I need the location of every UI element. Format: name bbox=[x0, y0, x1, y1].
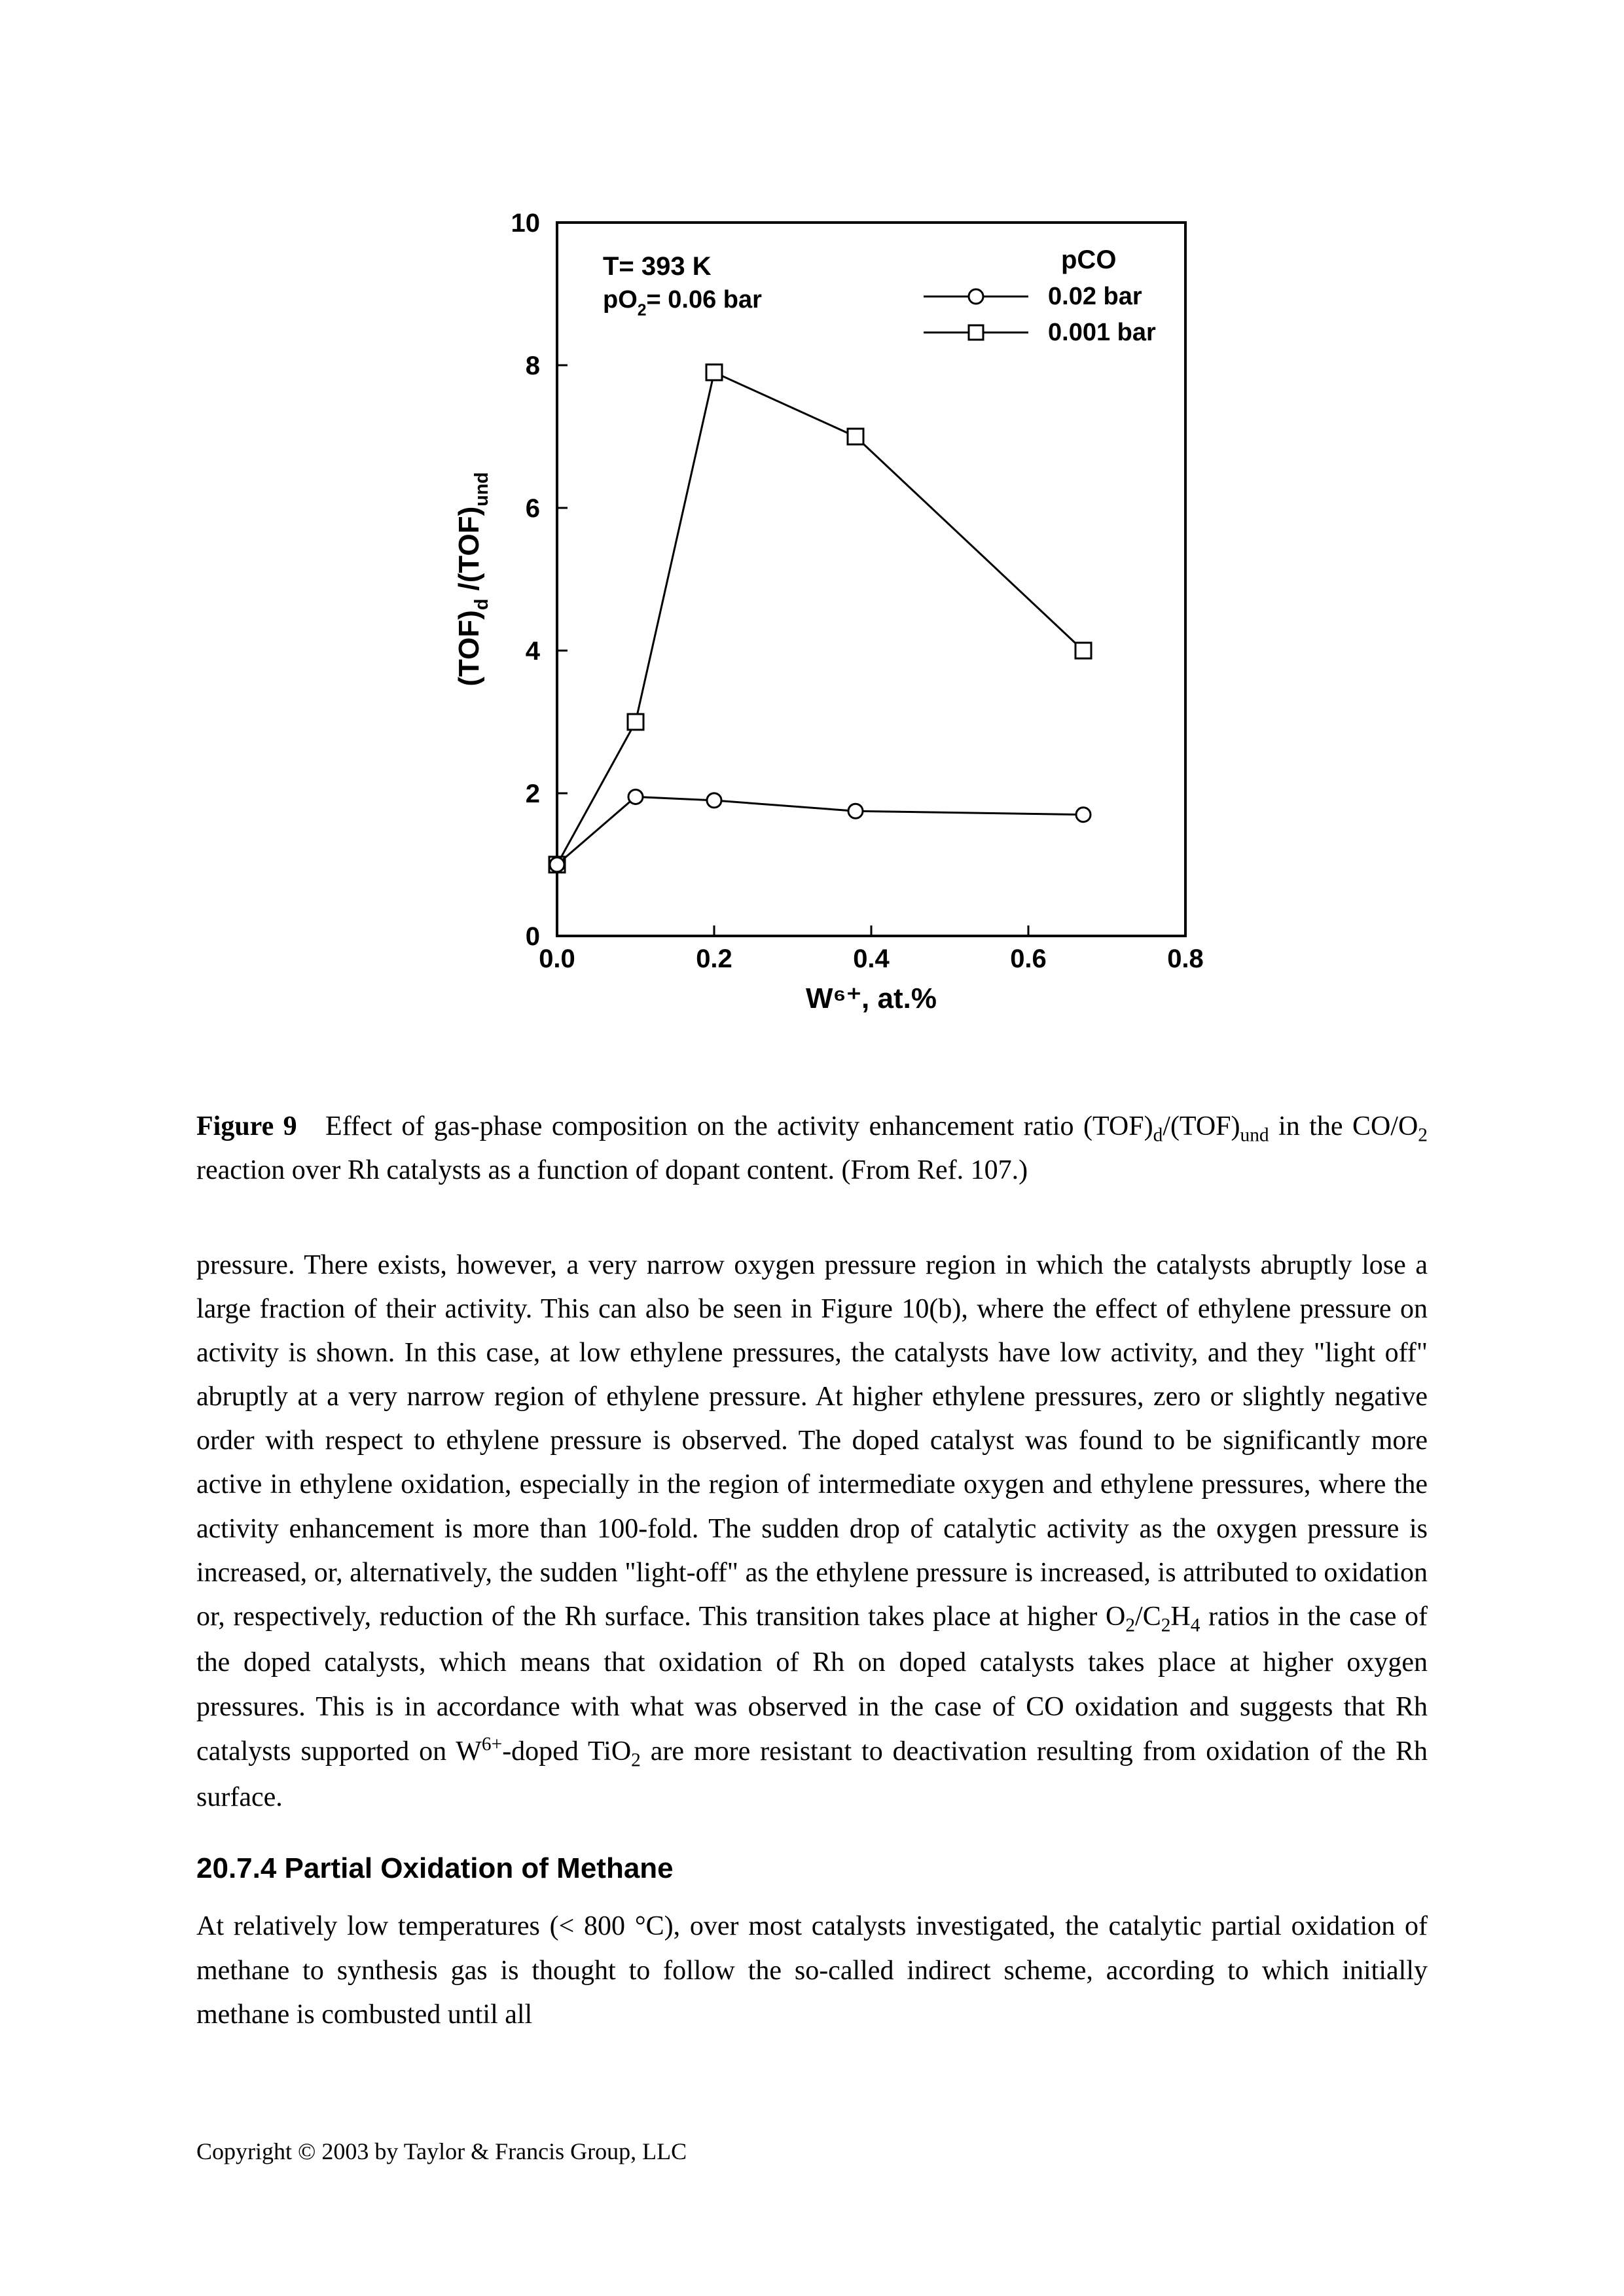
svg-text:2: 2 bbox=[525, 780, 539, 808]
svg-text:0.4: 0.4 bbox=[853, 944, 890, 973]
body1-b: /C bbox=[1135, 1602, 1161, 1632]
caption-text-2: (TOF) bbox=[1170, 1111, 1240, 1141]
body1-sub-h4: 4 bbox=[1191, 1615, 1200, 1636]
body-paragraph-1: pressure. There exists, however, a very … bbox=[196, 1244, 1428, 1820]
body1-sub-c2: 2 bbox=[1161, 1615, 1171, 1636]
chart-svg: 0.0 0.2 0.4 0.6 0.8 0 2 4 6 8 10 W⁶⁺, at.% (TOF)d /(… bbox=[387, 183, 1238, 1067]
svg-text:10: 10 bbox=[511, 209, 540, 238]
svg-text:0.02 bar: 0.02 bar bbox=[1048, 283, 1142, 310]
svg-text:pO2= 0.06 bar: pO2= 0.06 bar bbox=[603, 286, 762, 319]
body1-a: pressure. There exists, however, a very … bbox=[196, 1250, 1428, 1632]
section-heading: 20.7.4 Partial Oxidation of Methane bbox=[196, 1852, 1428, 1885]
body1-sub-tio2: 2 bbox=[631, 1749, 641, 1770]
figure-9: 0.0 0.2 0.4 0.6 0.8 0 2 4 6 8 10 W⁶⁺, at.% (TOF)d /(… bbox=[354, 183, 1271, 1067]
body1-e: -doped TiO bbox=[502, 1736, 631, 1767]
body1-c: H bbox=[1170, 1602, 1190, 1632]
caption-number: Figure 9 bbox=[196, 1111, 297, 1141]
svg-text:(TOF)d /(TOF)und: (TOF)d /(TOF)und bbox=[453, 472, 492, 686]
caption-sub-d: d bbox=[1153, 1124, 1163, 1145]
caption-text-3: in the CO/O bbox=[1269, 1111, 1418, 1141]
body1-sup-6p: 6+ bbox=[482, 1734, 502, 1755]
body1-sub-o2: 2 bbox=[1125, 1615, 1135, 1636]
svg-text:8: 8 bbox=[525, 351, 539, 380]
svg-text:6: 6 bbox=[525, 494, 539, 523]
svg-text:W⁶⁺, at.%: W⁶⁺, at.% bbox=[806, 982, 937, 1014]
svg-text:0.6: 0.6 bbox=[1010, 944, 1047, 973]
caption-sub-2: 2 bbox=[1418, 1124, 1428, 1145]
copyright-notice: Copyright © 2003 by Taylor & Francis Gro… bbox=[196, 2138, 687, 2165]
svg-text:4: 4 bbox=[525, 637, 540, 666]
caption-slash: / bbox=[1163, 1111, 1170, 1141]
svg-text:0.2: 0.2 bbox=[696, 944, 732, 973]
svg-text:pCO: pCO bbox=[1061, 245, 1116, 274]
caption-text-4: reaction over Rh catalysts as a function… bbox=[196, 1155, 1028, 1185]
svg-text:0: 0 bbox=[525, 922, 539, 951]
svg-text:0.8: 0.8 bbox=[1167, 944, 1204, 973]
figure-caption: Figure 9 Effect of gas-phase composition… bbox=[196, 1106, 1428, 1191]
svg-text:0.0: 0.0 bbox=[539, 944, 575, 973]
caption-text-1: Effect of gas-phase composition on the a… bbox=[325, 1111, 1153, 1141]
caption-sub-und: und bbox=[1240, 1124, 1269, 1145]
svg-text:T= 393 K: T= 393 K bbox=[603, 252, 712, 281]
body-paragraph-2: At relatively low temperatures (< 800 °C… bbox=[196, 1905, 1428, 2037]
svg-text:0.001 bar: 0.001 bar bbox=[1048, 319, 1156, 346]
